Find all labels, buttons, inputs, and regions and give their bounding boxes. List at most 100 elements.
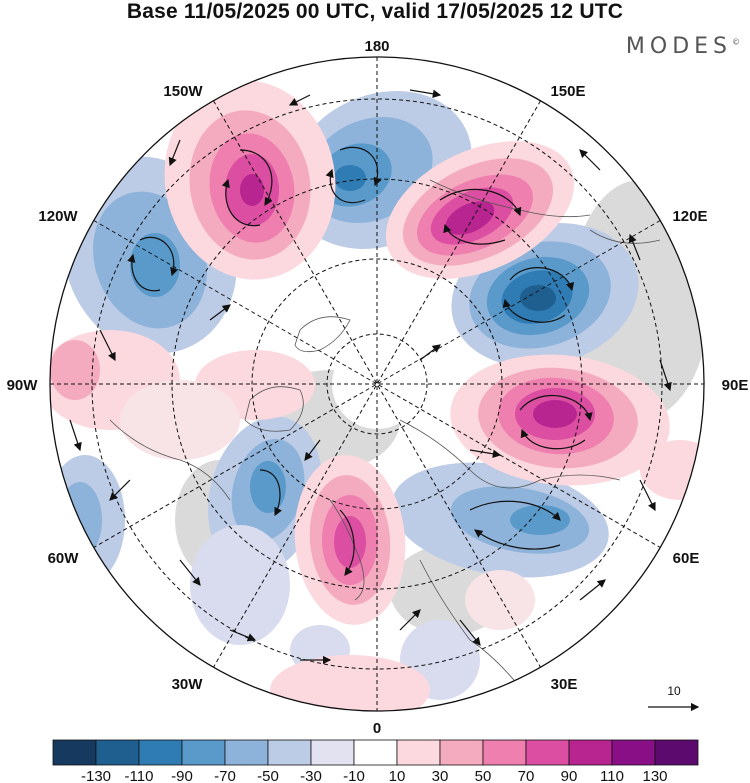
colorbar: -130 -110 -90 -70 -50 -30 -10 10 30 50 70 90 110 130 (52, 739, 699, 783)
negative-anomalies (50, 91, 639, 700)
negative-anomaly (510, 505, 570, 535)
wind-arrow (443, 223, 506, 245)
negative-anomaly (334, 165, 366, 191)
lon-label-30e: 30E (551, 676, 578, 693)
wind-arrow (221, 178, 261, 227)
coastline (109, 419, 231, 501)
wind-arrow (209, 304, 231, 321)
wind-arrow (579, 149, 601, 171)
wind-arrow (639, 479, 656, 512)
colorbar-swatch (353, 739, 398, 766)
wind-arrow (304, 439, 321, 461)
colorbar-swatch (52, 739, 97, 766)
wind-arrow (628, 233, 641, 261)
wind-arrow (99, 329, 116, 362)
lon-label-90e: 90E (722, 377, 749, 394)
colorbar-swatch (525, 739, 570, 766)
brand-logo: MODES© (626, 34, 740, 59)
wind-arrow (339, 509, 355, 576)
colorbar-label: -70 (214, 768, 236, 783)
colorbar-swatch (611, 739, 656, 766)
north-pole-region (332, 339, 422, 429)
map-title: Base 11/05/2025 00 UTC, valid 17/05/2025… (126, 0, 624, 23)
coastline (419, 559, 531, 701)
colorbar-swatch (310, 739, 355, 766)
lon-label-60w: 60W (48, 550, 80, 567)
wind-vectors (69, 89, 672, 665)
map-disk (50, 57, 704, 711)
positive-anomaly (120, 380, 240, 460)
colorbar-label: 110 (600, 768, 624, 783)
wind-arrow (229, 629, 257, 642)
colorbar-label: -50 (257, 768, 279, 783)
vector-reference: 10 (648, 684, 700, 712)
negative-anomaly (250, 461, 286, 513)
colorbar-swatch (138, 739, 183, 766)
negative-anomaly (520, 285, 556, 311)
wind-arrow (127, 253, 161, 292)
wind-arrow (109, 479, 131, 501)
positive-anomaly (533, 400, 577, 428)
wind-arrow (469, 500, 561, 521)
coastlines (109, 179, 661, 701)
wind-arrow (168, 139, 181, 167)
colorbar-swatch (181, 739, 226, 766)
wind-arrow (659, 359, 672, 392)
wind-arrow (259, 469, 282, 517)
colorbar-swatch (267, 739, 312, 766)
lon-label-150e: 150E (550, 83, 585, 100)
copyright-mark: © (732, 37, 740, 47)
wind-arrow (139, 236, 179, 277)
colorbar-label: 50 (475, 768, 492, 783)
positive-anomalies (50, 80, 704, 711)
colorbar-label: 10 (389, 768, 406, 783)
wind-arrow (419, 344, 441, 361)
colorbar-label: -30 (300, 768, 322, 783)
coastline (244, 386, 304, 432)
positive-anomaly (270, 655, 430, 711)
wind-arrow (520, 428, 586, 450)
wind-arrow (439, 188, 522, 217)
wind-arrow (325, 168, 366, 204)
lon-label-180: 180 (364, 38, 389, 55)
positive-anomaly (240, 174, 264, 206)
coastline (399, 419, 621, 489)
positive-anomaly (445, 201, 495, 235)
wind-arrow (519, 395, 593, 422)
wind-arrow (288, 94, 311, 106)
colorbar-label: -90 (171, 768, 193, 783)
positive-anomaly (640, 440, 704, 500)
colorbar-label: 130 (642, 768, 667, 783)
wind-arrow (179, 559, 201, 586)
brand-text: MODES (625, 34, 732, 59)
wind-arrow (474, 529, 561, 550)
colorbar-label: -10 (343, 768, 365, 783)
wind-arrow (69, 419, 82, 452)
vector-reference-label: 10 (667, 684, 681, 698)
coastline (329, 499, 365, 601)
colorbar-swatch (396, 739, 441, 766)
coastline (294, 316, 351, 353)
negative-anomaly (190, 525, 290, 645)
wind-arrow (459, 619, 481, 646)
colorbar-swatch (439, 739, 484, 766)
colorbar-label: 30 (432, 768, 449, 783)
colorbar-swatch (654, 739, 699, 766)
wind-arrow (239, 149, 273, 207)
lon-label-120e: 120E (672, 208, 707, 225)
lon-label-90w: 90W (7, 377, 39, 394)
colorbar-label: -130 (81, 768, 111, 783)
lon-label-0: 0 (373, 720, 381, 737)
lon-label-120w: 120W (38, 208, 78, 225)
lon-label-60e: 60E (673, 550, 700, 567)
lon-label-150w: 150W (163, 83, 203, 100)
colorbar-swatch (568, 739, 613, 766)
colorbar-swatch (482, 739, 527, 766)
colorbar-label: 90 (561, 768, 578, 783)
map-boundary (49, 56, 705, 712)
wind-arrow (339, 146, 382, 187)
colorbar-swatch (224, 739, 269, 766)
wind-arrow (409, 89, 442, 98)
positive-anomaly (50, 340, 100, 400)
